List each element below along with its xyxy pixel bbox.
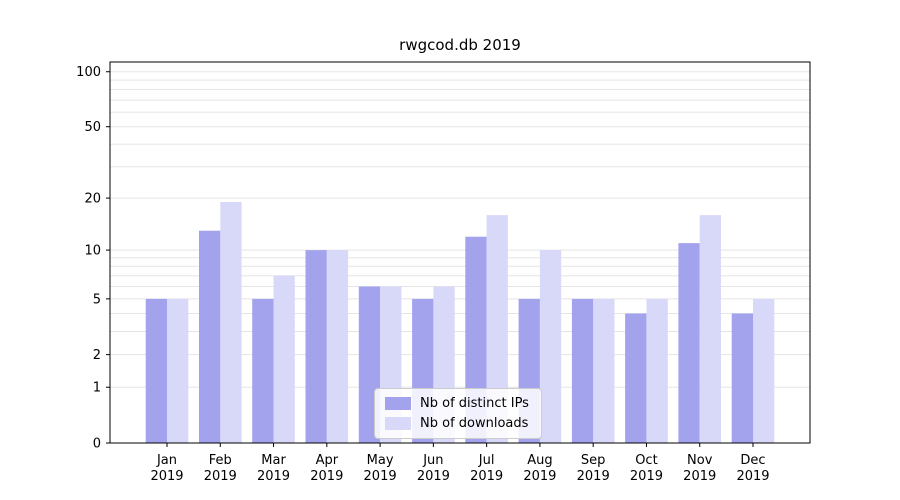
bar-downloads [646, 298, 668, 443]
x-tick-label: Jul 2019 [470, 453, 503, 484]
bar-downloads [593, 298, 615, 443]
bar-distinct-ips [571, 298, 594, 443]
y-tick-label: 100 [76, 65, 101, 80]
legend-item: Nb of downloads [385, 416, 529, 431]
legend-label: Nb of downloads [420, 416, 529, 431]
bar-downloads [753, 298, 775, 443]
x-tick-label: Jan 2019 [150, 453, 183, 484]
legend-item: Nb of distinct IPs [385, 396, 529, 411]
bar-distinct-ips [252, 298, 274, 443]
y-tick-label: 1 [93, 381, 101, 396]
y-tick-label: 10 [84, 244, 101, 259]
plot-border [109, 61, 811, 444]
bar-downloads [486, 215, 508, 443]
legend-swatch-downloads [385, 417, 411, 430]
bar-distinct-ips [731, 313, 753, 443]
x-tick-label: Sep 2019 [577, 453, 610, 484]
x-tick-label: Feb 2019 [204, 453, 237, 484]
y-tick-label: 50 [84, 120, 101, 135]
legend-label: Nb of distinct IPs [420, 396, 529, 411]
x-tick-label: May 2019 [364, 453, 397, 484]
bar-distinct-ips [625, 313, 647, 443]
legend: Nb of distinct IPs Nb of downloads [374, 388, 542, 439]
x-tick-label: Mar 2019 [257, 453, 290, 484]
y-tick-label: 20 [84, 192, 101, 207]
bar-downloads [326, 250, 349, 443]
bar-downloads [273, 275, 295, 443]
chart-title: rwgcod.db 2019 [399, 36, 521, 54]
x-tick-label: Dec 2019 [736, 453, 769, 484]
x-tick-label: Apr 2019 [310, 453, 343, 484]
x-tick-label: Jun 2019 [417, 453, 450, 484]
bar-downloads [699, 215, 721, 443]
y-tick-label: 2 [93, 348, 101, 363]
bar-distinct-ips [145, 298, 167, 443]
x-tick-label: Oct 2019 [630, 453, 663, 484]
x-tick-label: Nov 2019 [683, 453, 716, 484]
bar-distinct-ips [305, 250, 327, 443]
x-tick-label: Aug 2019 [523, 453, 556, 484]
bar-downloads [167, 298, 189, 443]
bar-distinct-ips [199, 230, 221, 443]
bar-distinct-ips [678, 243, 700, 443]
y-tick-label: 5 [93, 292, 101, 307]
bar-downloads [539, 250, 562, 443]
y-tick-label: 0 [93, 437, 101, 452]
bar-downloads [220, 202, 242, 443]
legend-swatch-distinct-ips [385, 397, 411, 410]
